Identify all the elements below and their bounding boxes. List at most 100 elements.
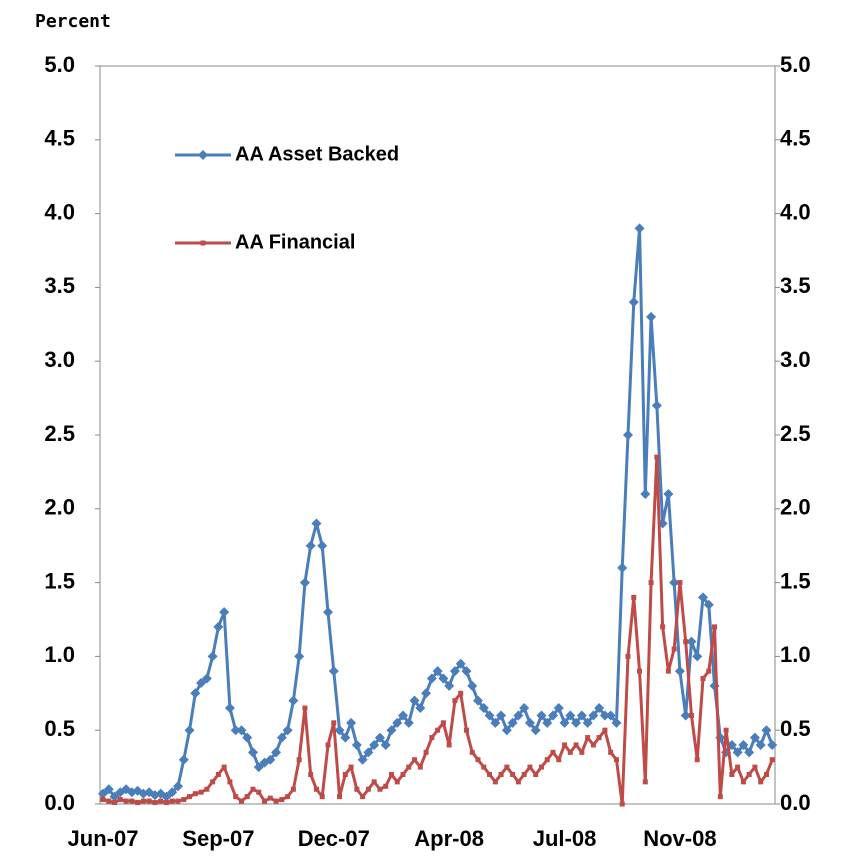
data-point xyxy=(487,771,493,777)
data-point xyxy=(617,562,628,573)
data-point xyxy=(184,725,195,736)
data-point xyxy=(146,798,152,804)
data-point xyxy=(250,786,256,792)
data-point xyxy=(573,742,579,748)
data-point xyxy=(698,592,708,603)
data-point xyxy=(363,747,374,758)
x-tick-label: Jun-07 xyxy=(68,826,139,851)
y2-tick-label: 1.5 xyxy=(780,568,811,593)
data-point xyxy=(256,789,262,795)
data-point xyxy=(412,757,418,763)
y-axis-label: Percent xyxy=(35,11,111,32)
y2-tick-label: 3.0 xyxy=(780,347,811,372)
data-point xyxy=(449,666,460,677)
data-point xyxy=(594,703,605,714)
y-tick-label: 4.5 xyxy=(44,126,75,151)
data-point xyxy=(409,695,420,706)
data-point xyxy=(723,727,729,733)
data-point xyxy=(334,725,345,736)
y-tick-label: 1.5 xyxy=(44,568,75,593)
data-point xyxy=(646,311,657,322)
data-point xyxy=(262,798,268,804)
data-point xyxy=(628,297,639,308)
data-point xyxy=(265,754,276,765)
data-point xyxy=(285,794,291,800)
data-point xyxy=(683,639,689,645)
data-point xyxy=(608,749,614,755)
data-point xyxy=(374,732,385,743)
data-point xyxy=(323,607,333,618)
data-point xyxy=(233,794,239,800)
data-point xyxy=(236,725,247,736)
plot-frame xyxy=(99,65,776,805)
data-point xyxy=(648,580,654,586)
data-point xyxy=(548,710,558,721)
data-point xyxy=(613,757,619,763)
legend-marker xyxy=(198,150,208,160)
data-point xyxy=(660,624,666,630)
data-point xyxy=(556,757,562,763)
data-point xyxy=(371,779,377,785)
data-point xyxy=(538,764,544,770)
series-line xyxy=(102,226,774,799)
data-point xyxy=(686,636,697,647)
data-point xyxy=(163,800,169,806)
data-point xyxy=(654,454,660,460)
data-point xyxy=(135,800,141,806)
data-point xyxy=(337,794,343,800)
data-point xyxy=(475,757,481,763)
legend-label: AA Asset Backed xyxy=(235,143,399,165)
data-point xyxy=(103,784,114,795)
data-point xyxy=(515,779,521,785)
data-point xyxy=(392,717,403,728)
data-point xyxy=(530,725,541,736)
data-point xyxy=(712,624,718,630)
data-point xyxy=(325,742,331,748)
data-point xyxy=(669,577,680,588)
data-point xyxy=(478,703,489,714)
data-point xyxy=(694,757,700,763)
data-point xyxy=(735,764,741,770)
data-point xyxy=(123,798,129,804)
data-point xyxy=(308,771,314,777)
data-point xyxy=(305,540,316,551)
data-point xyxy=(248,747,258,758)
data-point xyxy=(406,764,412,770)
data-point xyxy=(215,771,221,777)
y2-tick-label: 4.5 xyxy=(780,126,811,151)
data-point xyxy=(749,732,760,743)
y-tick-label: 1.0 xyxy=(44,642,75,667)
y2-tick-label: 5.0 xyxy=(780,52,811,77)
data-point xyxy=(692,651,703,662)
data-point xyxy=(550,749,556,755)
data-point xyxy=(446,742,452,748)
y2-tick-label: 3.5 xyxy=(780,273,811,298)
data-point xyxy=(415,703,426,714)
data-point xyxy=(740,779,746,785)
data-point xyxy=(674,666,685,677)
data-point xyxy=(152,800,158,806)
data-point xyxy=(161,791,172,802)
data-point xyxy=(175,798,181,804)
data-point xyxy=(221,764,227,770)
data-point xyxy=(204,786,210,792)
data-point xyxy=(769,757,775,763)
data-point xyxy=(761,725,772,736)
data-point xyxy=(565,710,576,721)
x-tick-label: Apr-08 xyxy=(414,826,484,851)
data-point xyxy=(671,646,677,652)
data-point xyxy=(440,720,446,726)
data-point xyxy=(187,794,193,800)
data-point xyxy=(602,727,608,733)
y2-tick-label: 4.0 xyxy=(780,199,811,224)
data-point xyxy=(481,764,487,770)
data-point xyxy=(533,771,539,777)
data-point xyxy=(213,621,224,632)
data-point xyxy=(519,703,530,714)
data-point xyxy=(542,717,553,728)
data-point xyxy=(290,786,296,792)
data-point xyxy=(463,727,469,733)
data-point xyxy=(403,717,414,728)
data-point xyxy=(504,764,510,770)
